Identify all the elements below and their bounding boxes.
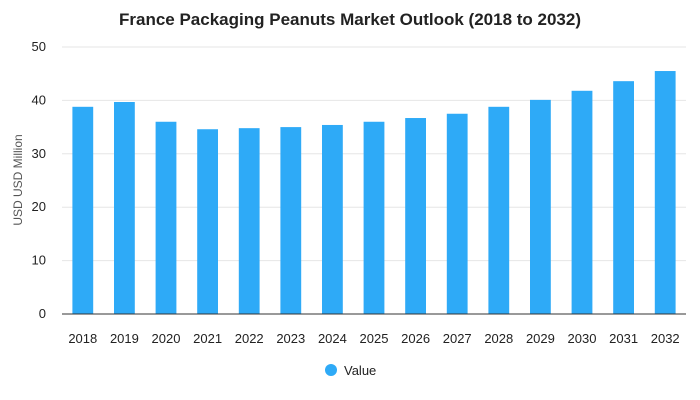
- y-tick-label: 0: [39, 306, 46, 321]
- bar[interactable]: [363, 121, 385, 314]
- x-tick-label: 2022: [235, 331, 264, 346]
- bar[interactable]: [405, 118, 426, 314]
- bar[interactable]: [155, 121, 177, 314]
- x-tick-label: 2032: [651, 331, 680, 346]
- y-tick-label: 10: [32, 253, 46, 268]
- bar[interactable]: [654, 71, 676, 314]
- bar[interactable]: [488, 106, 510, 314]
- x-tick-label: 2025: [360, 331, 389, 346]
- legend-swatch-icon: [325, 364, 337, 376]
- bar[interactable]: [114, 102, 135, 314]
- chart-title: France Packaging Peanuts Market Outlook …: [119, 10, 581, 29]
- y-tick-label: 30: [32, 146, 46, 161]
- x-tick-label: 2019: [110, 331, 139, 346]
- x-tick-label: 2030: [568, 331, 597, 346]
- bar[interactable]: [280, 127, 302, 314]
- y-tick-label: 20: [32, 199, 46, 214]
- y-axis-title: USD USD Million: [11, 134, 25, 225]
- bar[interactable]: [238, 128, 260, 314]
- bar[interactable]: [197, 129, 218, 314]
- y-axis-ticks: 0 10 20 30 40 50: [32, 39, 46, 321]
- x-tick-label: 2031: [609, 331, 638, 346]
- y-tick-label: 40: [32, 92, 46, 107]
- x-axis-ticks: 2018 2019 2020 2021 2022 2023 2024 2025 2026 2027…: [68, 331, 679, 346]
- x-tick-label: 2018: [68, 331, 97, 346]
- y-tick-label: 50: [32, 39, 46, 54]
- legend[interactable]: Value: [325, 363, 376, 378]
- x-tick-label: 2027: [443, 331, 472, 346]
- x-tick-label: 2028: [484, 331, 513, 346]
- bar[interactable]: [571, 90, 593, 315]
- x-tick-label: 2020: [152, 331, 181, 346]
- legend-label: Value: [344, 363, 376, 378]
- x-tick-label: 2023: [276, 331, 305, 346]
- x-tick-label: 2029: [526, 331, 555, 346]
- x-tick-label: 2024: [318, 331, 347, 346]
- x-tick-label: 2021: [193, 331, 222, 346]
- bar[interactable]: [530, 99, 551, 314]
- bar[interactable]: [322, 124, 343, 315]
- bar[interactable]: [446, 113, 468, 314]
- bar[interactable]: [613, 81, 634, 315]
- x-tick-label: 2026: [401, 331, 430, 346]
- bars: [72, 71, 676, 315]
- bar[interactable]: [72, 106, 94, 314]
